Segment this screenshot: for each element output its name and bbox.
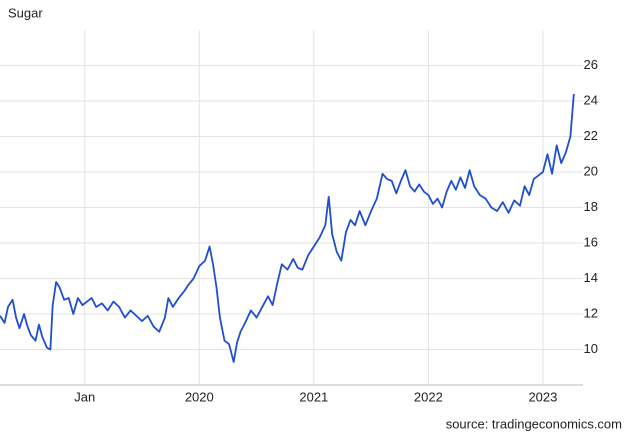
y-tick-label: 24 [584,92,598,107]
x-tick-label: 2020 [185,389,214,404]
x-tick-label: 2021 [299,389,328,404]
y-tick-label: 18 [584,199,598,214]
line-series [0,93,575,363]
y-tick-label: 22 [584,128,598,143]
chart-title: Sugar [8,5,43,20]
x-tick-label: 2022 [414,389,443,404]
x-tick-label: 2023 [528,389,557,404]
y-tick-label: 12 [584,305,598,320]
y-tick-label: 14 [584,270,598,285]
y-tick-label: 10 [584,341,598,356]
source: source: tradingeconomics.com [446,416,622,431]
x-tick-label: Jan [74,389,95,404]
y-tick-label: 16 [584,234,598,249]
y-tick-label: 20 [584,163,598,178]
y-tick-label: 26 [584,57,598,72]
